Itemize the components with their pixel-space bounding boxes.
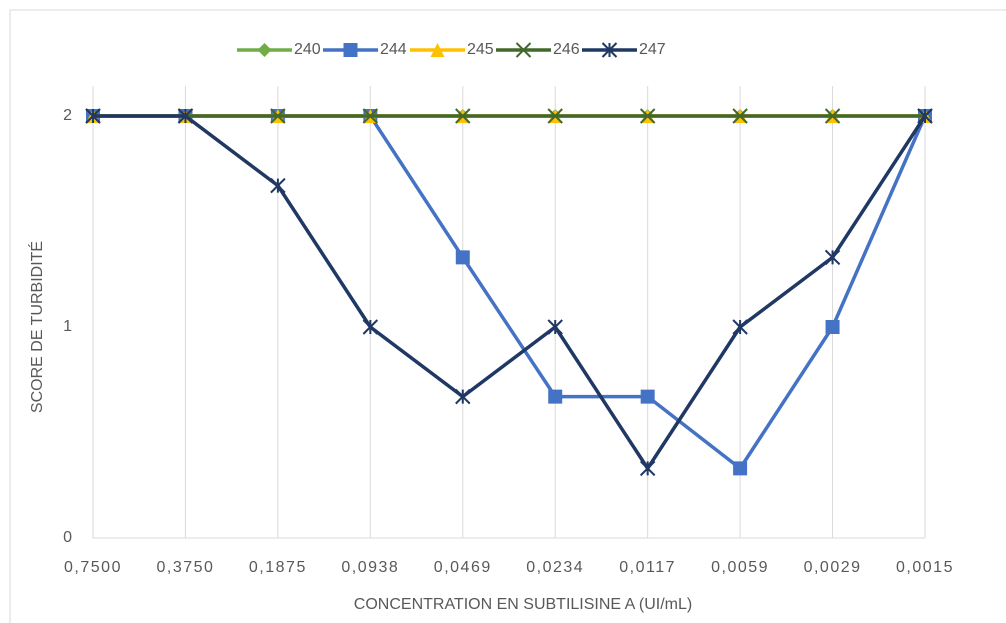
y-tick-label: 2 xyxy=(63,107,72,124)
point-marker xyxy=(548,389,563,404)
point-marker xyxy=(733,461,748,476)
legend-marker xyxy=(343,43,358,57)
x-tick-label: 0,0059 xyxy=(711,559,769,576)
point-marker xyxy=(917,108,933,124)
point-marker xyxy=(639,460,656,477)
y-tick-label: 0 xyxy=(63,529,72,546)
legend-marker xyxy=(257,43,272,57)
point-marker xyxy=(455,108,471,124)
x-tick-label: 0,7500 xyxy=(64,559,122,576)
point-marker xyxy=(547,108,563,124)
point-marker xyxy=(362,108,379,124)
point-marker xyxy=(362,319,379,335)
x-axis-title: CONCENTRATION EN SUBTILISINE A (UI/mL) xyxy=(354,596,692,613)
legend-label: 247 xyxy=(639,41,666,58)
point-marker xyxy=(270,108,286,124)
y-tick-label: 1 xyxy=(63,318,72,335)
legend-label: 240 xyxy=(294,41,321,58)
point-marker xyxy=(824,108,841,124)
point-marker xyxy=(177,108,194,124)
x-tick-label: 0,0029 xyxy=(804,559,862,576)
point-marker xyxy=(547,319,563,335)
point-marker xyxy=(640,389,655,404)
legend-marker xyxy=(430,43,445,57)
point-marker xyxy=(732,319,748,335)
point-marker xyxy=(825,320,840,334)
point-marker xyxy=(639,108,656,124)
x-tick-label: 0,1875 xyxy=(249,559,307,576)
y-axis-title: SCORE DE TURBIDITÉ xyxy=(27,241,46,413)
legend-marker xyxy=(601,42,618,58)
x-tick-label: 0,0938 xyxy=(341,559,399,576)
x-tick-label: 0,0234 xyxy=(526,559,584,576)
series-line xyxy=(93,114,927,471)
legend-marker xyxy=(515,42,532,58)
point-marker xyxy=(455,250,470,265)
chart-border xyxy=(9,9,1006,623)
x-tick-label: 0,0015 xyxy=(896,559,954,576)
series-line xyxy=(93,114,927,471)
x-tick-label: 0,3750 xyxy=(156,559,214,576)
point-marker xyxy=(824,249,841,266)
point-marker xyxy=(85,108,101,124)
point-marker xyxy=(270,177,286,194)
point-marker xyxy=(455,388,471,405)
x-tick-label: 0,0469 xyxy=(434,559,492,576)
legend-label: 245 xyxy=(467,41,494,58)
legend-label: 244 xyxy=(380,41,407,58)
point-marker xyxy=(732,108,748,124)
legend-label: 246 xyxy=(553,41,580,58)
x-tick-label: 0,0117 xyxy=(619,559,676,576)
